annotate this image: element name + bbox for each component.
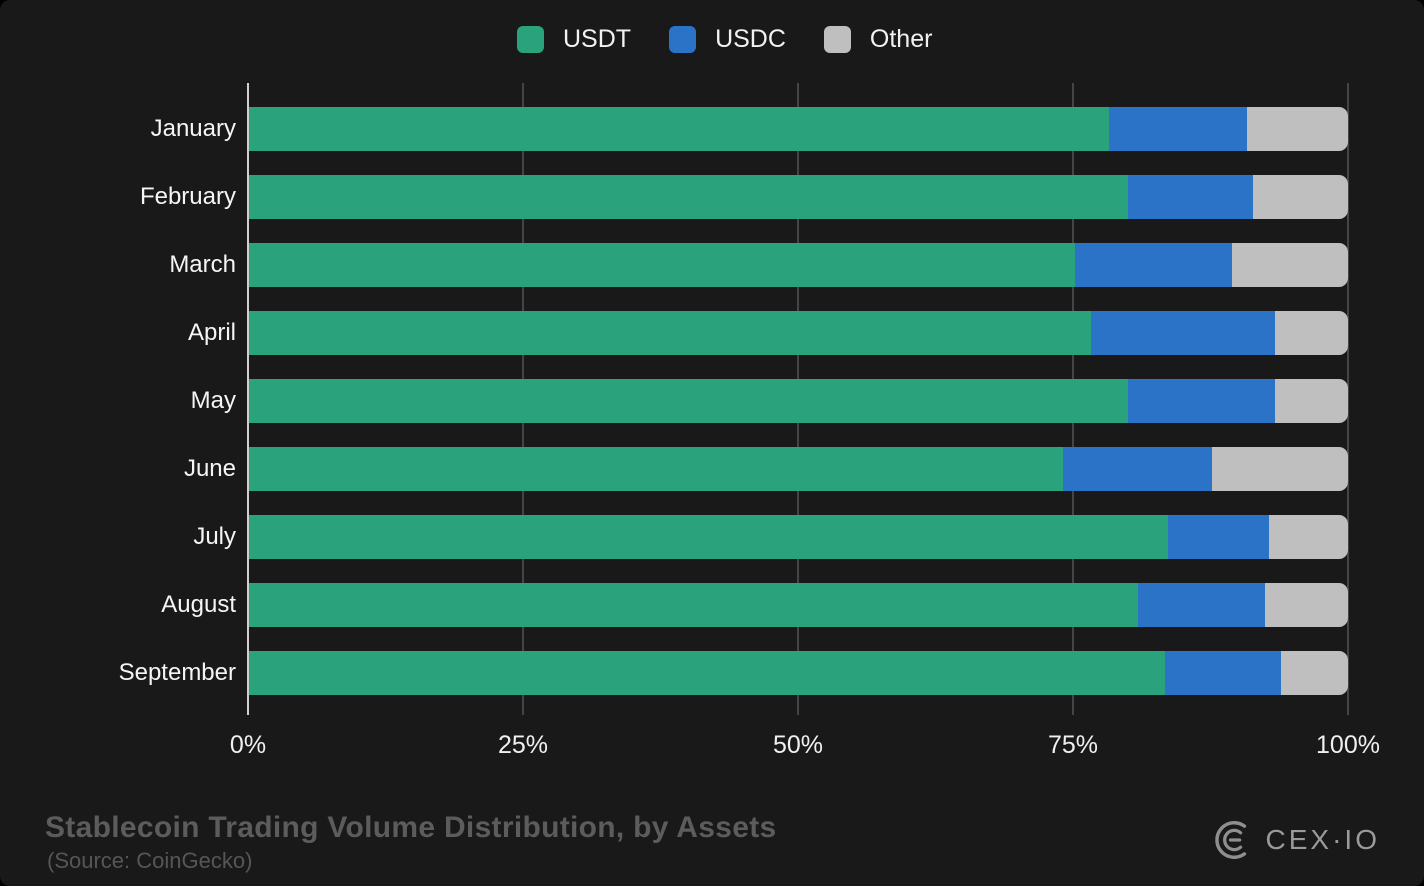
legend-item-usdc: USDC (669, 25, 786, 54)
bar-may-usdc (1128, 379, 1276, 423)
y-label-june: June (183, 455, 236, 482)
bar-january-usdt (248, 107, 1110, 151)
bar-february-other (1253, 175, 1348, 219)
bar-january-other (1246, 107, 1348, 151)
legend-item-usdt: USDT (517, 25, 631, 54)
bar-february-usdc (1128, 175, 1254, 219)
brand-wordmark: CEX·IO (1265, 824, 1380, 855)
bar-june (248, 447, 1348, 491)
bar-august-usdt (248, 583, 1138, 627)
x-axis-labels: 0% 25% 50% 75% 100% (230, 731, 1380, 765)
chart-title: Stablecoin Trading Volume Distribution, … (45, 811, 777, 844)
bar-may-other (1275, 379, 1348, 423)
bar-march-other (1232, 243, 1348, 287)
bar-may (248, 379, 1348, 423)
x-label-50: 50% (772, 731, 824, 759)
bar-april (248, 311, 1348, 355)
x-label-75: 75% (1047, 731, 1099, 759)
bar-june-usdc (1063, 447, 1212, 491)
legend-label-other: Other (869, 25, 933, 53)
bar-february (248, 175, 1348, 219)
y-label-january: January (150, 115, 236, 142)
bar-june-other (1211, 447, 1348, 491)
y-label-march: March (169, 251, 236, 278)
bar-july (248, 515, 1348, 559)
y-label-august: August (161, 591, 236, 618)
legend-item-other: Other (823, 25, 933, 54)
bar-september-other (1280, 651, 1348, 695)
brand: CEX·IO (1208, 817, 1380, 863)
bar-september-usdt (248, 651, 1166, 695)
bar-august-usdc (1137, 583, 1266, 627)
y-label-april: April (187, 319, 236, 346)
x-label-25: 25% (497, 731, 549, 759)
y-label-september: September (118, 659, 236, 686)
y-label-july: July (193, 523, 236, 550)
gridline-100 (1347, 83, 1349, 715)
bar-june-usdt (248, 447, 1064, 491)
bar-september (248, 651, 1348, 695)
legend-label-usdt: USDT (563, 25, 632, 53)
bar-july-usdt (248, 515, 1168, 559)
bar-july-other (1268, 515, 1348, 559)
bar-march-usdc (1075, 243, 1233, 287)
bar-january (248, 107, 1348, 151)
bar-february-usdt (248, 175, 1128, 219)
y-label-february: February (139, 183, 236, 210)
y-axis-labels: January February March April May June July Augu… (0, 83, 236, 715)
bar-august-other (1265, 583, 1348, 627)
bar-march (248, 243, 1348, 287)
plot-area (247, 83, 1349, 715)
bar-april-other (1275, 311, 1348, 355)
legend-swatch-other (823, 26, 851, 53)
bar-july-usdc (1167, 515, 1269, 559)
legend-swatch-usdt (517, 26, 544, 53)
x-label-0: 0% (229, 731, 267, 759)
bar-august (248, 583, 1348, 627)
bar-may-usdt (248, 379, 1128, 423)
cexio-logo-icon (1208, 817, 1254, 863)
y-axis-line (247, 83, 249, 715)
bar-april-usdc (1090, 311, 1276, 355)
x-label-100: 100% (1316, 731, 1380, 759)
bar-september-usdc (1165, 651, 1281, 695)
bar-january-usdc (1109, 107, 1247, 151)
bar-march-usdt (248, 243, 1076, 287)
y-label-may: May (190, 387, 236, 414)
legend-label-usdc: USDC (715, 25, 786, 53)
legend: USDT USDC Other (517, 25, 932, 54)
bar-april-usdt (248, 311, 1091, 355)
legend-swatch-usdc (669, 26, 697, 53)
chart-source: (Source: CoinGecko) (47, 848, 253, 873)
